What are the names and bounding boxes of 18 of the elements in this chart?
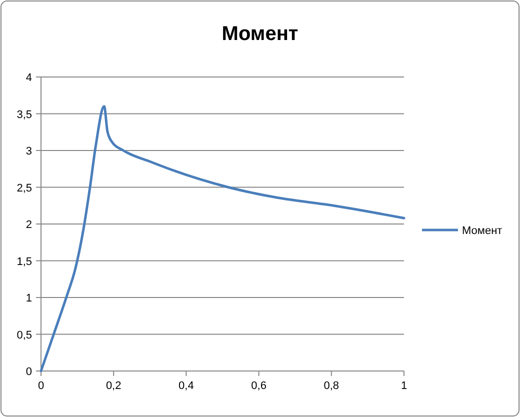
y-tick-label: 3,5 [16,108,32,121]
y-tick-label: 0 [26,366,32,378]
y-tick-label: 4 [26,72,32,84]
x-tick-label: 1 [400,380,408,392]
y-tick-label: 3 [26,146,32,158]
x-tick-label: 0,6 [251,380,266,392]
legend-label: Момент [462,225,502,237]
y-tick-label: 2 [26,219,32,231]
chart-title: Момент [222,23,298,45]
y-tick-label: 1,5 [16,256,32,268]
x-tick-label: 0 [38,380,44,392]
x-tick-label: 0,8 [324,380,340,392]
y-tick-label: 0,5 [16,329,32,342]
line-series [40,105,406,372]
x-tick-label: 0,4 [178,380,194,392]
x-tick-label: 0,2 [106,380,122,392]
y-tick-label: 1 [26,292,32,304]
y-tick-label: 2,5 [16,182,32,194]
